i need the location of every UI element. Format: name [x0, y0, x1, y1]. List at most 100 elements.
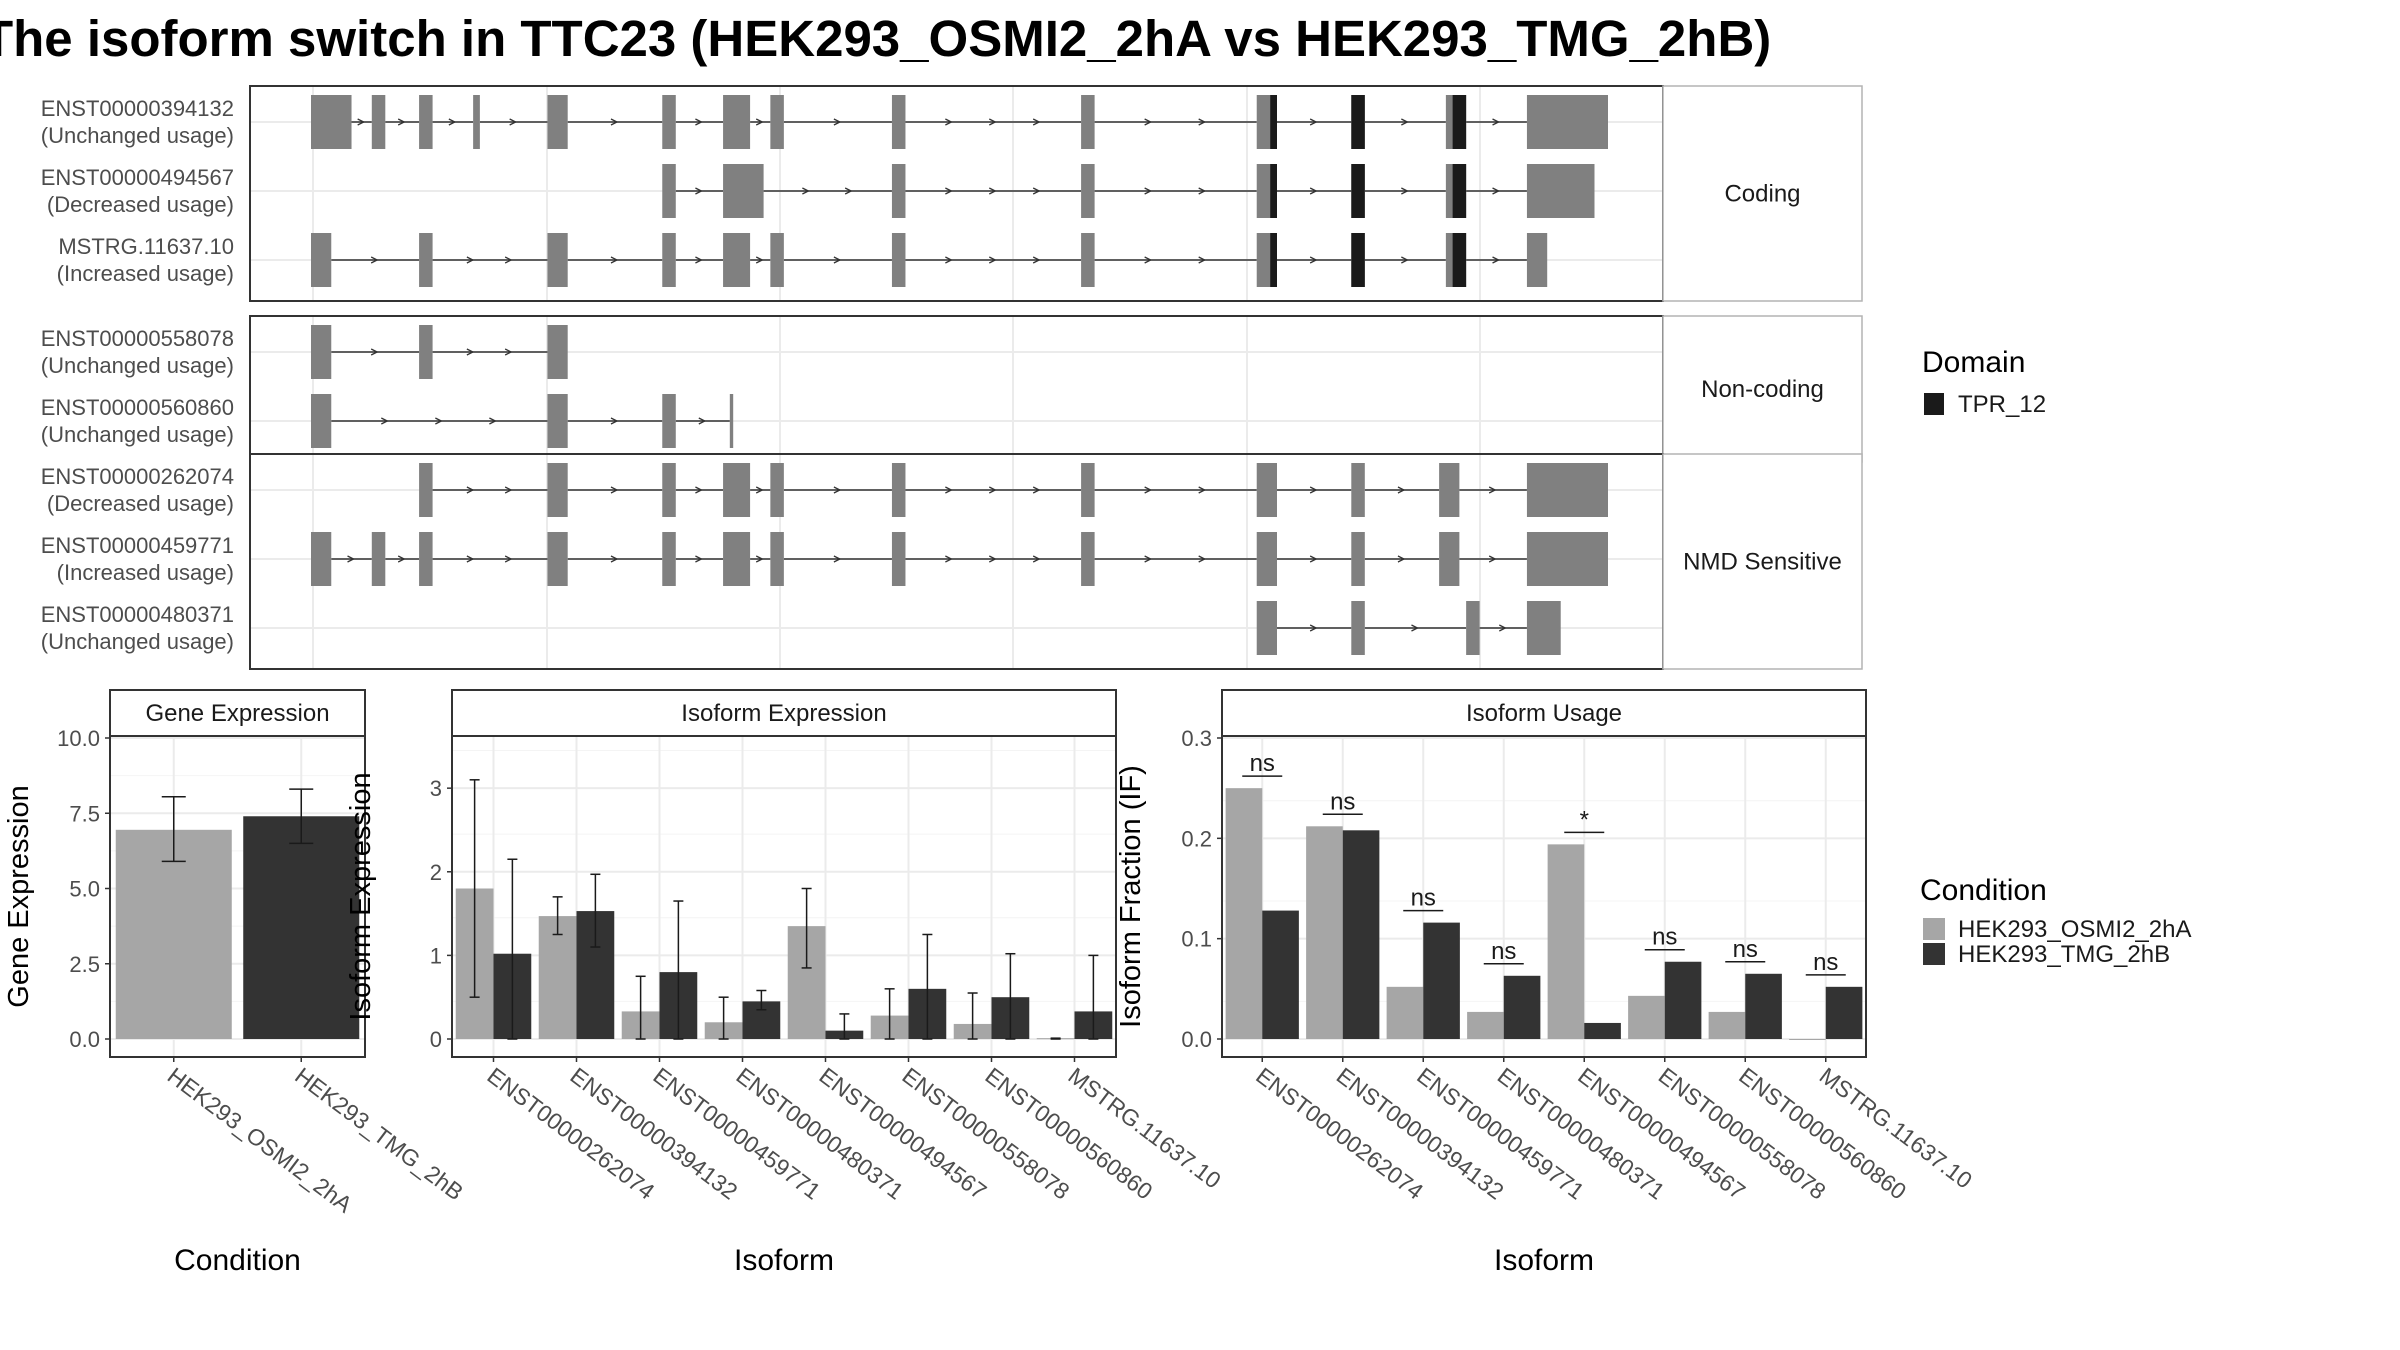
transcript-ENST00000494567: ENST00000494567(Decreased usage)	[41, 164, 1595, 218]
intron-arrow	[1492, 256, 1500, 264]
intron-arrow	[509, 118, 518, 126]
intron-arrow	[698, 417, 707, 425]
y-tick-label: 0.0	[1181, 1027, 1212, 1052]
intron-arrow	[504, 348, 513, 356]
facet-title: Isoform Usage	[1466, 700, 1622, 727]
intron-arrow	[695, 187, 703, 195]
exon	[723, 164, 764, 218]
exon	[311, 233, 332, 287]
condition-legend-label: HEK293_TMG_2hB	[1958, 941, 2170, 968]
category-strip	[1662, 453, 1863, 670]
intron-arrow	[833, 486, 842, 494]
x-axis-title: Condition	[174, 1244, 301, 1277]
exon	[1351, 532, 1365, 586]
intron-arrow	[1397, 555, 1406, 563]
exon	[419, 325, 433, 379]
isoform-expression-chart: 0123ENST00000262074ENST00000394132ENST00…	[345, 689, 1226, 1277]
exon	[547, 532, 568, 586]
transcript-ENST00000558078: ENST00000558078(Unchanged usage)	[41, 325, 568, 379]
y-tick-label: 2	[430, 860, 442, 885]
intron-arrow	[1397, 486, 1406, 494]
significance-label: ns	[1813, 949, 1838, 976]
y-axis-title: Isoform Expression	[345, 772, 377, 1020]
exon	[891, 463, 906, 517]
intron-arrow	[504, 486, 513, 494]
exon	[891, 164, 906, 218]
exon	[1351, 463, 1365, 517]
exon	[1081, 95, 1095, 149]
intron-arrow	[988, 187, 997, 195]
intron-arrow	[988, 118, 997, 126]
domain-block	[1270, 95, 1277, 149]
exon	[1351, 601, 1365, 655]
bar	[1745, 973, 1782, 1039]
bar	[1789, 1039, 1826, 1040]
bar	[1467, 1011, 1504, 1039]
exon	[729, 394, 734, 448]
facet-strip	[1221, 689, 1867, 737]
transcript-ENST00000560860: ENST00000560860(Unchanged usage)	[41, 394, 734, 448]
intron-arrow	[610, 555, 619, 563]
intron-arrow	[1144, 256, 1153, 264]
bar	[1825, 986, 1863, 1039]
transcript-usage-label: (Unchanged usage)	[41, 422, 234, 447]
exon	[770, 233, 784, 287]
intron-arrow	[1492, 187, 1500, 195]
domain-block	[1351, 233, 1365, 287]
intron-arrow	[504, 256, 513, 264]
bar	[1628, 995, 1665, 1039]
bar	[1262, 910, 1299, 1039]
transcript-ENST00000459771: ENST00000459771(Increased usage)	[41, 532, 1608, 586]
exon	[662, 95, 676, 149]
intron-arrow	[988, 486, 997, 494]
domain-legend: Domain TPR_12	[1922, 346, 2046, 418]
intron-arrow	[695, 486, 703, 494]
intron-arrow	[695, 118, 703, 126]
intron-arrow	[1198, 118, 1207, 126]
intron-arrow	[1488, 555, 1497, 563]
transcript-usage-label: (Unchanged usage)	[41, 123, 234, 148]
exon	[662, 532, 676, 586]
y-tick-label: 0.0	[69, 1027, 100, 1052]
isoform-usage-chart: 0.00.10.20.3nsENST00000262074nsENST00000…	[1115, 689, 1977, 1277]
intron-arrow	[833, 118, 842, 126]
exon	[311, 325, 332, 379]
exon	[662, 233, 676, 287]
condition-legend-title: Condition	[1920, 874, 2047, 907]
exon	[723, 532, 751, 586]
exon	[419, 233, 433, 287]
exon	[419, 463, 433, 517]
intron-arrow	[1498, 624, 1507, 632]
intron-arrow	[610, 417, 619, 425]
intron-arrow	[1032, 118, 1041, 126]
category-strip	[1662, 315, 1863, 463]
intron-arrow	[945, 486, 953, 494]
y-tick-label: 10.0	[57, 726, 100, 751]
category-label: Coding	[1724, 181, 1800, 208]
transcript-id-label: ENST00000558078	[41, 326, 234, 351]
significance-label: ns	[1250, 750, 1275, 777]
intron-arrow	[370, 256, 379, 264]
intron-arrow	[1144, 118, 1153, 126]
transcript-usage-label: (Increased usage)	[57, 560, 234, 585]
exon	[1256, 532, 1277, 586]
exon	[371, 532, 386, 586]
bar	[1386, 986, 1424, 1039]
exon	[547, 233, 568, 287]
intron-arrow	[1309, 118, 1318, 126]
domain-block	[1270, 233, 1277, 287]
transcript-id-label: MSTRG.11637.10	[58, 234, 234, 259]
intron-arrow	[397, 118, 406, 126]
intron-arrow	[1032, 256, 1041, 264]
intron-arrow	[1032, 555, 1041, 563]
transcript-ENST00000480371: ENST00000480371(Unchanged usage)	[41, 601, 1561, 655]
y-tick-label: 5.0	[69, 877, 100, 902]
exon	[1526, 532, 1608, 586]
bar	[1225, 788, 1263, 1039]
exon	[723, 463, 751, 517]
intron-arrow	[844, 187, 853, 195]
x-axis-title: Isoform	[1494, 1244, 1594, 1277]
domain-block	[1452, 95, 1467, 149]
intron-arrow	[448, 118, 457, 126]
